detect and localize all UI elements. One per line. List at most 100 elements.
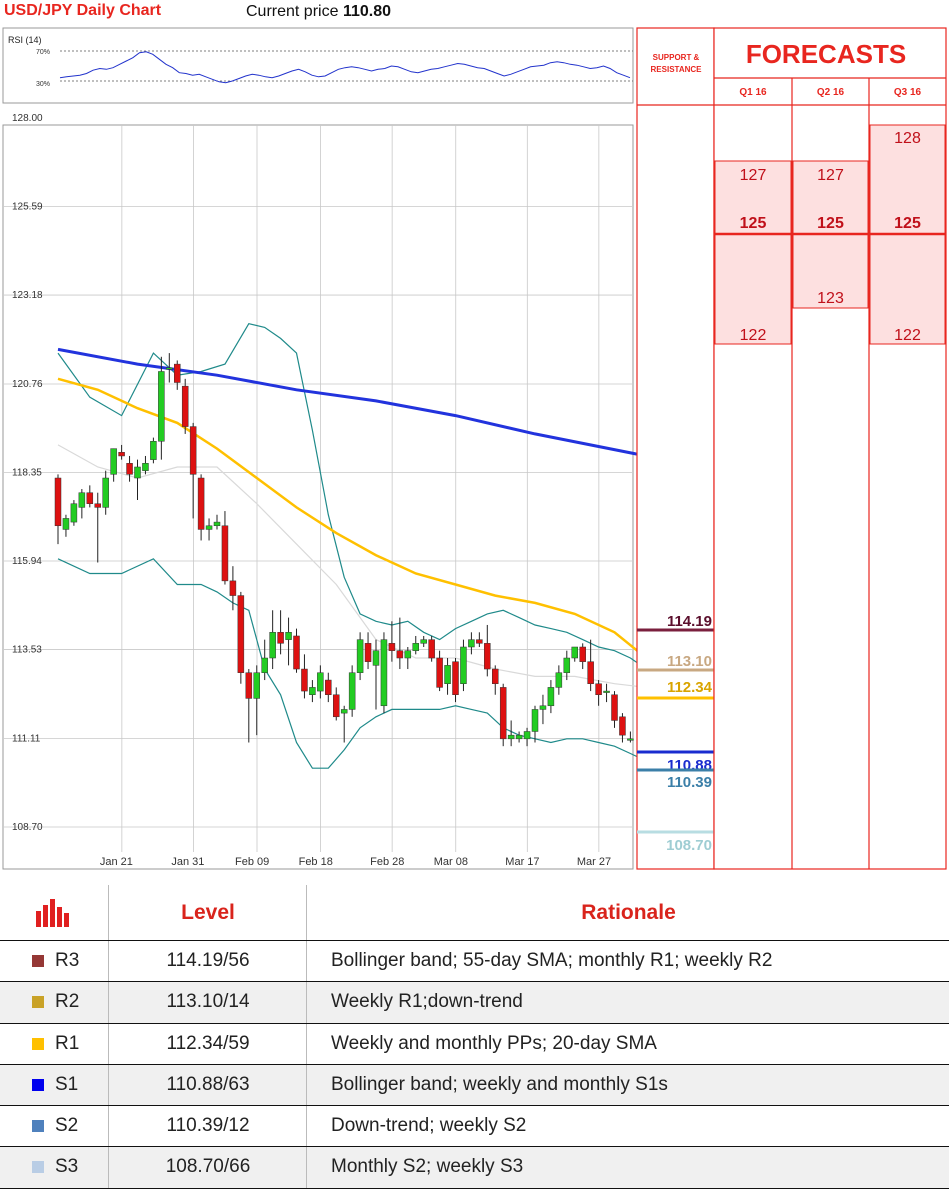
forecast-value: 123	[817, 290, 844, 307]
rationale-column-header: Rationale	[306, 885, 949, 940]
candle-body	[492, 668, 499, 684]
candle-body	[197, 477, 205, 530]
sr-header-line2: RESISTANCE	[651, 65, 703, 74]
candle-body	[587, 661, 594, 684]
forecast-value: 122	[894, 327, 921, 344]
y-tick-label: 111.11	[12, 733, 41, 744]
levels-table: Level Rationale R3 114.19/56 Bollinger ban…	[0, 885, 949, 1189]
candle-body	[356, 639, 364, 673]
candle-body	[460, 646, 467, 684]
level-label: S1	[55, 1073, 79, 1095]
level-label: R3	[55, 950, 80, 971]
sma-short-line	[57, 444, 647, 688]
candle-body	[213, 521, 221, 527]
candle-body	[110, 448, 117, 475]
candle-body	[221, 525, 229, 582]
current-price: Current price 110.80	[246, 3, 391, 21]
candle-body	[126, 463, 133, 475]
level-value: 110.88/63	[108, 1064, 307, 1106]
x-tick-label: Feb 09	[235, 856, 269, 868]
candle-body	[507, 734, 515, 740]
sr-level-value: 110.39	[667, 774, 712, 791]
level-value: 114.19/56	[108, 941, 307, 982]
candle-body	[229, 580, 237, 596]
y-tick-label: 120.76	[12, 379, 43, 390]
candle-body	[102, 477, 109, 508]
x-tick-label: Feb 18	[299, 856, 333, 868]
candle-body	[166, 367, 173, 370]
candle-body	[611, 694, 618, 721]
forecast-value: 127	[740, 167, 767, 184]
candle-body	[579, 646, 586, 662]
table-row: S2 110.39/12 Down-trend; weekly S2	[0, 1106, 949, 1148]
sr-level-value: 114.19	[667, 613, 712, 630]
candle-body	[205, 525, 213, 530]
level-swatch	[32, 955, 44, 967]
candle-body	[595, 683, 602, 696]
candle-body	[325, 679, 332, 696]
y-tick-label: 125.59	[12, 202, 43, 213]
table-row: S1 110.88/63 Bollinger band; weekly and mo…	[0, 1064, 949, 1107]
candle-body	[412, 643, 419, 651]
candle-body	[333, 694, 340, 718]
candle-body	[340, 709, 348, 714]
level-rationale: Down-trend; weekly S2	[306, 1106, 526, 1147]
level-rationale: Bollinger band; weekly and monthly S1s	[306, 1064, 668, 1106]
y-tick-label: 115.94	[12, 556, 42, 567]
candle-body	[78, 492, 86, 508]
sr-column-frame	[636, 27, 715, 870]
sr-level-value: 108.70	[666, 837, 712, 854]
forecast-quarter-label: Q2 16	[817, 87, 845, 98]
candle-body	[452, 661, 459, 696]
candle-body	[515, 734, 523, 740]
candle-body	[468, 639, 475, 648]
table-row: R1 112.34/59 Weekly and monthly PPs; 20-da…	[0, 1023, 949, 1065]
candle-body	[476, 639, 483, 644]
candle-body	[444, 665, 451, 684]
candle-body	[285, 632, 292, 640]
candle-body	[253, 672, 260, 699]
bar-chart-icon	[36, 899, 69, 927]
candle-body	[181, 385, 189, 427]
candle-body	[277, 632, 284, 644]
candle-body	[150, 441, 157, 460]
candle-body	[555, 672, 563, 688]
forecast-value: 128	[894, 130, 921, 147]
level-column-header: Level	[108, 885, 307, 940]
forecast-value: 125	[894, 215, 921, 232]
candle-body	[627, 738, 634, 741]
candle-body	[142, 463, 149, 471]
sma-mid-line	[57, 377, 648, 659]
level-value: 112.34/59	[108, 1023, 307, 1064]
candle-body	[531, 709, 539, 732]
candle-body	[523, 731, 531, 740]
y-axis: 128.00 125.59 123.18 120.76 118.35 115.94 113.…	[12, 113, 43, 833]
candle-body	[364, 643, 372, 662]
candle-body	[134, 466, 141, 479]
level-swatch	[32, 1078, 44, 1091]
level-swatch	[32, 996, 44, 1009]
y-tick-label: 123.18	[12, 290, 43, 301]
candle-body	[189, 426, 197, 475]
candle-body	[539, 705, 547, 710]
level-rationale: Weekly R1;down-trend	[306, 982, 523, 1023]
candle-body	[420, 639, 427, 644]
x-tick-label: Mar 27	[577, 856, 611, 868]
candle-body	[396, 650, 404, 659]
candlesticks	[54, 353, 634, 747]
candle-body	[317, 672, 324, 692]
sr-header-line1: SUPPORT &	[653, 53, 700, 62]
rsi-label: RSI (14)	[8, 35, 42, 45]
forecast-value: 127	[817, 167, 844, 184]
chart-canvas: RSI (14) 70% 30% 128.00 125.59 123.18 120.7…	[2, 27, 947, 870]
y-tick-label: 118.35	[12, 468, 42, 479]
level-label: R1	[55, 1032, 80, 1054]
level-rationale: Monthly S2; weekly S3	[306, 1147, 523, 1188]
forecast-quarter-label: Q1 16	[739, 87, 767, 98]
candle-body	[547, 687, 555, 707]
level-label: S2	[55, 1115, 79, 1137]
x-tick-label: Mar 08	[434, 856, 468, 868]
candle-body	[62, 518, 70, 530]
candle-body	[301, 668, 308, 692]
